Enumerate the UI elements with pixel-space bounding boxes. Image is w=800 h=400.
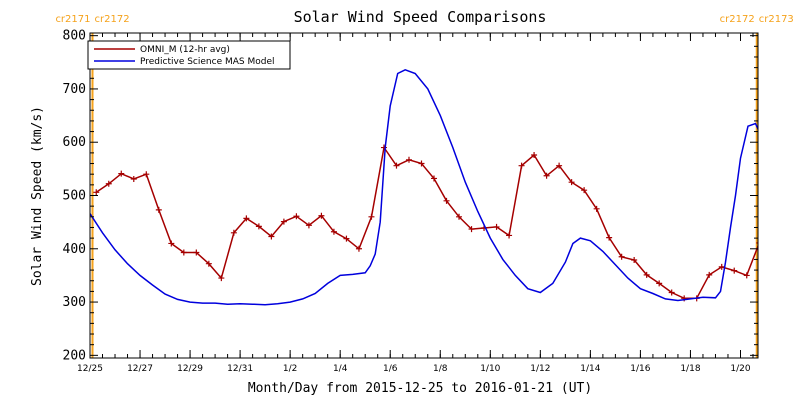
data-point-0-49 [706,271,713,278]
data-point-0-29 [456,213,463,220]
data-point-0-52 [743,272,750,279]
xtick-label-11: 1/16 [630,364,650,374]
series-layer [90,68,775,306]
legend-label-mas: Predictive Science MAS Model [140,57,275,67]
data-point-0-16 [293,213,300,220]
data-point-0-0 [93,189,100,196]
data-point-0-32 [493,223,500,230]
legend-label-omni: OMNI_M (12-hr avg) [140,45,230,55]
plot-frame [89,32,759,359]
ytick-label-0: 200 [63,348,86,363]
data-point-0-54 [769,193,775,199]
data-point-0-12 [243,215,250,222]
data-point-0-17 [305,222,312,229]
ytick-label-4: 600 [63,135,86,150]
xtick-label-0: 12/25 [77,364,103,374]
x-axis-label: Month/Day from 2015-12-25 to 2016-01-21 … [248,381,592,396]
axes: 200 300 400 500 600 700 800 12/25 12/27 12/29 12/3… [63,29,758,374]
data-point-0-45 [656,280,663,287]
ytick-label-6: 800 [63,29,86,44]
data-point-0-42 [618,253,625,260]
data-point-0-53 [756,242,758,244]
data-point-0-40 [593,205,600,212]
data-point-0-43 [631,256,638,263]
xtick-label-13: 1/20 [730,364,750,374]
data-point-0-44 [643,271,650,278]
data-point-0-10 [218,275,225,282]
carrington-label-right-0: cr2172 [95,14,130,25]
y-axis-label: Solar Wind Speed (km/s) [30,106,45,286]
data-point-0-20 [343,235,350,242]
data-point-0-19 [330,228,337,235]
data-point-0-34 [518,162,525,169]
data-point-0-6 [168,240,175,247]
data-point-0-11 [230,229,237,236]
xtick-label-2: 12/29 [177,364,203,374]
xtick-label-3: 12/31 [227,364,253,374]
data-point-0-51 [731,267,738,274]
data-point-0-3 [130,175,137,182]
data-point-0-38 [568,179,575,186]
carrington-label-right-1: cr2173 [759,14,794,25]
data-point-0-28 [443,197,450,204]
data-point-0-21 [355,245,362,252]
data-point-0-25 [405,156,412,163]
data-point-0-35 [531,152,538,159]
data-point-0-14 [268,233,275,240]
data-point-0-15 [280,218,287,225]
data-point-0-46 [668,289,675,296]
data-point-0-5 [155,206,162,213]
data-point-0-23 [380,144,387,151]
series-line-0 [95,145,758,300]
data-point-0-30 [468,226,475,233]
data-point-0-1 [105,180,112,187]
xtick-label-7: 1/8 [433,364,448,374]
data-point-0-22 [368,213,375,220]
ytick-label-2: 400 [63,242,86,257]
data-point-0-9 [205,260,212,267]
carrington-label-left-1: cr2172 [720,14,755,25]
chart-title: Solar Wind Speed Comparisons [294,8,547,26]
data-point-0-50 [718,263,725,270]
xtick-label-4: 1/2 [283,364,297,374]
xtick-label-9: 1/12 [530,364,550,374]
ytick-label-3: 500 [63,189,86,204]
xtick-label-6: 1/6 [383,364,398,374]
carrington-label-left-0: cr2171 [55,14,90,25]
data-point-0-27 [431,175,438,182]
data-point-0-37 [556,162,563,169]
data-point-0-4 [143,171,150,178]
data-point-0-18 [318,212,325,219]
xtick-label-1: 12/27 [127,364,153,374]
series-line-1 [90,68,758,306]
data-point-0-33 [506,232,513,239]
data-point-0-8 [193,249,200,256]
data-point-0-36 [543,172,550,179]
data-point-0-39 [581,187,588,194]
ytick-label-5: 700 [63,82,86,97]
xtick-label-8: 1/10 [480,364,500,374]
data-point-0-7 [180,249,187,256]
ytick-label-1: 300 [63,295,86,310]
legend-box [87,40,291,70]
data-point-0-41 [606,234,613,241]
xtick-label-5: 1/4 [333,364,348,374]
data-point-0-24 [393,162,400,169]
xtick-label-12: 1/18 [680,364,700,374]
xtick-label-10: 1/14 [580,364,600,374]
data-point-0-13 [255,223,262,230]
legend: OMNI_M (12-hr avg) Predictive Science MA… [87,40,291,70]
data-point-0-26 [418,160,425,167]
data-point-0-2 [118,170,125,177]
